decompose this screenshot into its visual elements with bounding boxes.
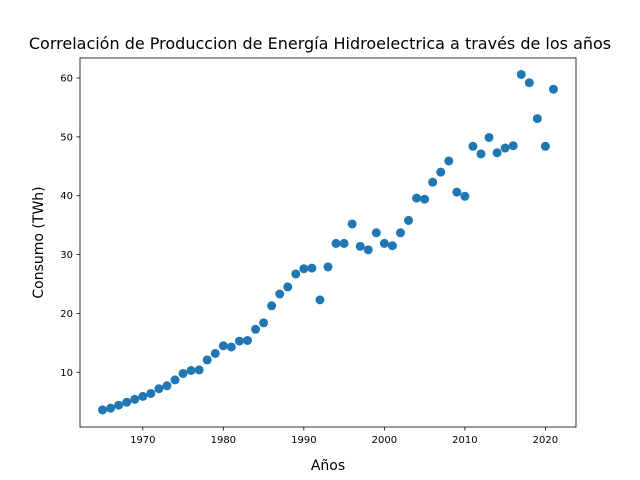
data-point: [275, 289, 285, 299]
data-point: [540, 141, 550, 151]
ticks-layer: 1970 1980 1990 2000 2010 2020 10 20 30 40 50 60: [60, 74, 558, 446]
data-point: [299, 264, 309, 274]
y-tick-label: 40: [60, 191, 73, 202]
data-point: [242, 335, 252, 345]
data-point: [484, 132, 494, 142]
data-point: [146, 388, 156, 398]
data-point: [436, 167, 446, 177]
data-point: [218, 341, 228, 351]
y-tick-label: 60: [60, 74, 73, 85]
data-point: [114, 400, 124, 410]
data-point: [315, 295, 325, 305]
points-layer: [98, 69, 558, 415]
data-point: [106, 403, 116, 413]
data-point: [508, 141, 518, 151]
x-axis-label: Años: [311, 458, 345, 474]
x-tick-label: 1970: [130, 435, 155, 446]
data-point: [170, 375, 180, 385]
plot-area-frame: [79, 57, 577, 428]
data-point: [154, 384, 164, 394]
x-tick-label: 1980: [211, 435, 236, 446]
data-point: [194, 365, 204, 375]
data-point: [307, 263, 317, 273]
data-point: [251, 324, 261, 334]
data-point: [379, 238, 389, 248]
data-point: [476, 149, 486, 159]
data-point: [339, 238, 349, 248]
data-point: [363, 245, 373, 255]
data-point: [428, 177, 438, 187]
data-point: [130, 394, 140, 404]
data-point: [516, 69, 526, 79]
y-tick-label: 20: [60, 309, 73, 320]
x-tick-label: 2020: [533, 435, 558, 446]
data-point: [420, 194, 430, 204]
x-tick-label: 1990: [291, 435, 316, 446]
data-point: [234, 336, 244, 346]
data-point: [138, 391, 148, 401]
data-point: [226, 342, 236, 352]
data-point: [387, 241, 397, 251]
data-point: [524, 78, 534, 88]
data-point: [202, 355, 212, 365]
y-axis-label: Consumo (TWh): [31, 186, 47, 298]
data-point: [331, 238, 341, 248]
data-point: [395, 228, 405, 238]
data-point: [548, 84, 558, 94]
data-point: [98, 405, 108, 415]
data-point: [492, 148, 502, 158]
data-point: [283, 282, 293, 292]
data-point: [162, 381, 172, 391]
chart-title: Correlación de Produccion de Energía Hid…: [29, 34, 611, 53]
data-point: [291, 269, 301, 279]
data-point: [259, 318, 269, 328]
data-point: [323, 262, 333, 272]
data-point: [532, 114, 542, 124]
data-point: [412, 193, 422, 203]
data-point: [468, 141, 478, 151]
y-tick-label: 30: [60, 250, 73, 261]
data-point: [210, 348, 220, 358]
data-point: [178, 368, 188, 378]
data-point: [267, 301, 277, 311]
data-point: [355, 241, 365, 251]
data-point: [452, 187, 462, 197]
data-point: [122, 397, 132, 407]
data-point: [500, 143, 510, 153]
y-tick-label: 50: [60, 132, 73, 143]
y-tick-label: 10: [60, 368, 73, 379]
data-point: [460, 191, 470, 201]
data-point: [186, 366, 196, 376]
data-point: [347, 219, 357, 229]
x-tick-label: 2010: [452, 435, 477, 446]
data-point: [444, 156, 454, 166]
data-point: [371, 228, 381, 238]
x-tick-label: 2000: [372, 435, 397, 446]
data-point: [404, 215, 414, 225]
